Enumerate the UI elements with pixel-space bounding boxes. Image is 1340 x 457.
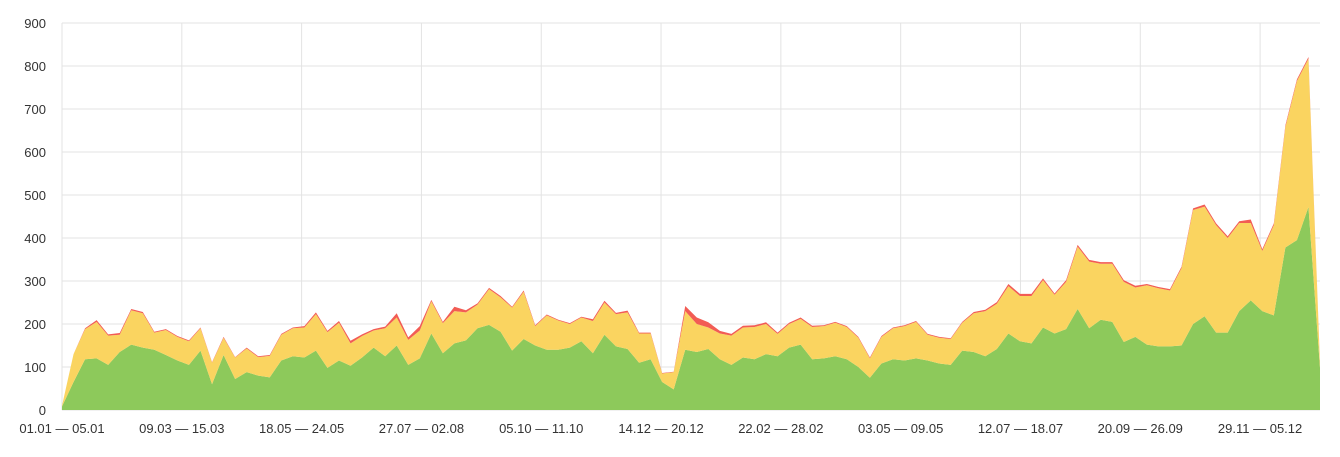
y-tick-label: 400 (24, 231, 46, 246)
y-tick-label: 300 (24, 274, 46, 289)
x-tick-label: 09.03 — 15.03 (139, 421, 224, 436)
x-tick-label: 12.07 — 18.07 (978, 421, 1063, 436)
x-tick-label: 03.05 — 09.05 (858, 421, 943, 436)
y-tick-label: 200 (24, 317, 46, 332)
y-tick-label: 100 (24, 360, 46, 375)
series-area-1 (62, 207, 1320, 410)
x-tick-label: 22.02 — 28.02 (738, 421, 823, 436)
y-tick-label: 900 (24, 16, 46, 31)
y-tick-label: 600 (24, 145, 46, 160)
series-area-2 (62, 58, 1320, 407)
x-tick-label: 27.07 — 02.08 (379, 421, 464, 436)
axis-labels: 0 100 200 300 400 500 600 700 800 900 01.01 — 05.0… (19, 16, 1302, 436)
x-tick-label: 20.09 — 26.09 (1098, 421, 1183, 436)
y-tick-label: 500 (24, 188, 46, 203)
x-tick-label: 14.12 — 20.12 (618, 421, 703, 436)
y-tick-label: 0 (39, 403, 46, 418)
x-tick-label: 01.01 — 05.01 (19, 421, 104, 436)
x-tick-label: 05.10 — 11.10 (499, 421, 583, 436)
y-tick-label: 700 (24, 102, 46, 117)
x-tick-label: 29.11 — 05.12 (1218, 421, 1302, 436)
series-areas (62, 56, 1320, 410)
x-tick-label: 18.05 — 24.05 (259, 421, 344, 436)
y-tick-label: 800 (24, 59, 46, 74)
